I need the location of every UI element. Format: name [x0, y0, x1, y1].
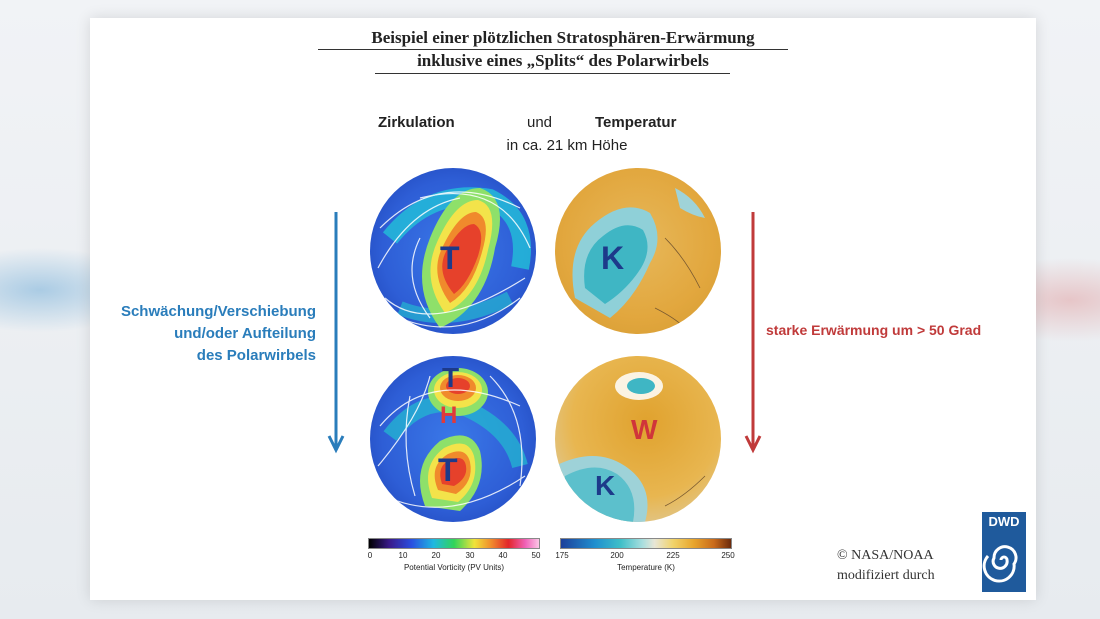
temp-colorbar-label: Temperature (K)	[617, 563, 675, 572]
left-caption-line2: und/oder Aufteilung	[174, 325, 316, 342]
header-zirkulation: Zirkulation	[378, 114, 455, 131]
globe-pv-top: T	[370, 168, 536, 334]
letter-t-top: T	[442, 362, 460, 393]
slide: Beispiel einer plötzlichen Stratosphären…	[90, 18, 1036, 600]
temp-bottom-pattern	[555, 372, 706, 522]
down-arrow-blue	[327, 212, 345, 454]
left-caption-line3: des Polarwirbels	[196, 347, 316, 364]
credit-line1: © NASA/NOAA	[837, 548, 934, 563]
left-caption-line1: Schwächung/Verschiebung	[120, 303, 316, 320]
letter-w: W	[631, 414, 658, 445]
pv-tick: 20	[431, 551, 441, 560]
letter-t-bottom: T	[438, 452, 458, 488]
pv-tick: 0	[367, 551, 373, 560]
title-line-2: inklusive eines „Splits“ des Polarwirbel…	[417, 51, 709, 70]
header-subtitle: in ca. 21 km Höhe	[90, 137, 1036, 154]
globe-temp-bottom: W K	[555, 356, 721, 522]
title-underline-2	[375, 73, 730, 74]
subtitle-text: in ca. 21 km Höhe	[506, 137, 628, 154]
title-line-1: Beispiel einer plötzlichen Stratosphären…	[371, 28, 755, 47]
pv-tick: 30	[465, 551, 475, 560]
letter-k: K	[601, 240, 625, 276]
letter-k: K	[595, 470, 616, 501]
dwd-logo-text: DWD	[988, 514, 1020, 529]
left-caption: Schwächung/Verschiebung und/oder Aufteil…	[90, 301, 316, 367]
temp-tick: 225	[666, 551, 680, 560]
swirl-icon	[982, 545, 1018, 583]
right-caption: starke Erwärmung um > 50 Grad	[766, 322, 982, 338]
pv-bottom-pattern	[377, 368, 528, 511]
pv-tick: 10	[398, 551, 408, 560]
temp-colorbar	[560, 538, 732, 549]
pv-colorbar-label: Potential Vorticity (PV Units)	[403, 563, 505, 572]
letter-h: H	[440, 402, 458, 429]
header-und: und	[527, 114, 553, 131]
letter-t: T	[440, 240, 460, 276]
temp-tick: 250	[721, 551, 735, 560]
pv-colorbar	[368, 538, 540, 549]
credit-line2: modifiziert durch	[837, 568, 935, 583]
globe-temp-top: K	[555, 168, 721, 334]
pv-tick: 50	[531, 551, 541, 560]
globe-pv-bottom: T H T	[370, 356, 536, 522]
temp-tick: 175	[555, 551, 569, 560]
temp-top-pattern	[572, 188, 705, 329]
pv-top-pattern	[377, 187, 531, 328]
down-arrow-red	[744, 212, 762, 454]
dwd-logo: DWD	[982, 512, 1026, 592]
temp-tick: 200	[610, 551, 624, 560]
title-underline-1	[318, 49, 788, 50]
pv-tick: 40	[498, 551, 508, 560]
header-temperatur: Temperatur	[595, 114, 677, 131]
